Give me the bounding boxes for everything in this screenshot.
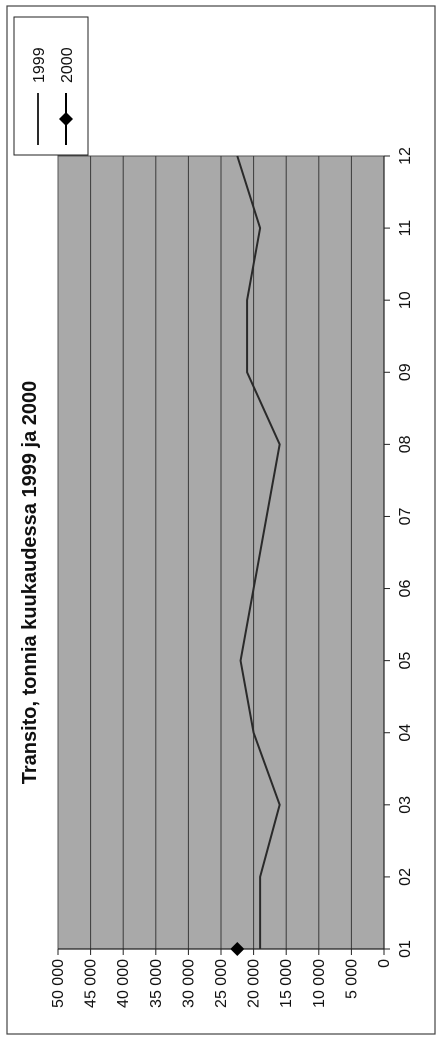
y-tick-label: 15 000 [278, 959, 295, 1008]
data-point-2000 [230, 942, 245, 956]
gridlines [90, 156, 352, 949]
x-tick-label: 10 [397, 291, 414, 309]
x-tick-label: 12 [397, 147, 414, 165]
y-tick-label: 5 000 [343, 959, 360, 999]
x-tick-label: 05 [397, 652, 414, 670]
legend: 1999 2000 [13, 16, 89, 156]
legend-box [13, 16, 89, 156]
series-lines [230, 155, 281, 956]
series-line-1999 [236, 155, 281, 949]
legend-marker-2000 [59, 112, 73, 126]
y-tick-label: 25 000 [213, 959, 230, 1008]
x-tick-label: 08 [397, 435, 414, 453]
y-tick-label: 35 000 [148, 959, 165, 1008]
axes [57, 155, 390, 955]
chart-title: Transito, tonnia kuukaudessa 1999 ja 200… [19, 381, 41, 785]
y-tick-label: 20 000 [246, 959, 263, 1008]
y-tick-label: 40 000 [115, 959, 132, 1008]
y-tick-label: 45 000 [83, 959, 100, 1008]
legend-label-1999: 1999 [31, 47, 48, 83]
y-tick-labels: 0 5 000 10 000 15 000 20 000 25 000 30 000 35 0… [50, 959, 393, 1008]
x-tick-label: 01 [397, 940, 414, 958]
y-tick-label: 30 000 [180, 959, 197, 1008]
x-tick-label: 04 [397, 724, 414, 742]
y-tick-label: 0 [376, 959, 393, 968]
x-tick-label: 02 [397, 868, 414, 886]
x-tick-label: 11 [397, 220, 414, 237]
legend-items: 1999 2000 [31, 47, 76, 145]
x-tick-label: 06 [397, 580, 414, 598]
x-tick-label: 03 [397, 796, 414, 814]
x-tick-label: 07 [397, 507, 414, 525]
y-tick-label: 10 000 [311, 959, 328, 1008]
x-tick-labels: 01 02 03 04 05 06 07 08 09 10 11 12 [397, 147, 414, 958]
y-tick-label: 50 000 [50, 959, 67, 1008]
legend-label-2000: 2000 [59, 47, 76, 83]
x-tick-label: 09 [397, 363, 414, 381]
